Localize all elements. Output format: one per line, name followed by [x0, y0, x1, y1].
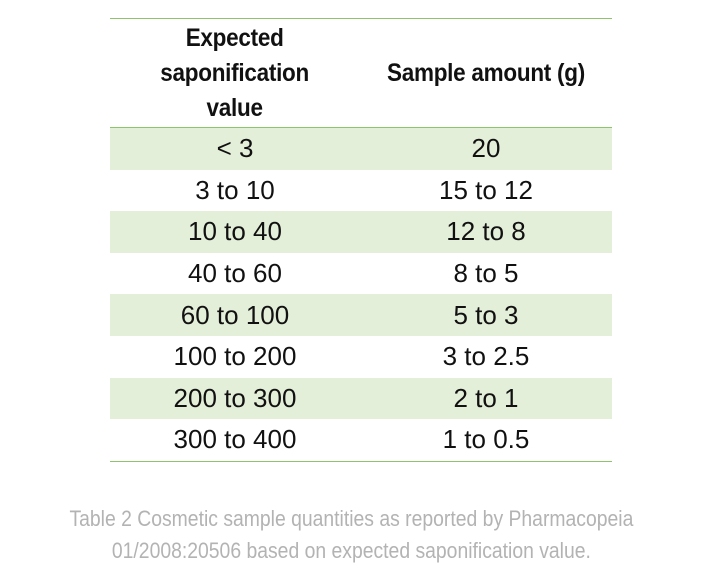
cell-saponification-value: 200 to 300	[110, 377, 360, 420]
cell-sample-amount: 2 to 1	[360, 377, 612, 420]
table-caption: Table 2 Cosmetic sample quantities as re…	[0, 503, 703, 567]
table-row: 200 to 300 2 to 1	[110, 377, 612, 420]
cell-saponification-value: 300 to 400	[173, 424, 297, 455]
table-row: 60 to 100 5 to 3	[110, 294, 612, 336]
saponification-table: Expected saponification value Sample amo…	[110, 18, 612, 462]
cell-saponification-value: 10 to 40	[110, 211, 360, 253]
table-body: < 3 20 3 to 10 15 to 12 10 to 40 12 to 8…	[110, 127, 612, 462]
cell-sample-amount: 20	[360, 127, 612, 170]
table-row: 100 to 200 3 to 2.5	[110, 336, 612, 378]
cell-saponification-value: 100 to 200	[173, 341, 297, 372]
cell-saponification-value: 40 to 60	[188, 258, 282, 289]
table-row: 3 to 10 15 to 12	[110, 170, 612, 212]
header-row: Expected saponification value Sample amo…	[110, 18, 612, 128]
table-caption-text: Table 2 Cosmetic sample quantities as re…	[69, 506, 634, 563]
cell-sample-amount: 8 to 5	[453, 258, 519, 289]
cell-sample-amount: 15 to 12	[439, 174, 533, 205]
header-label: Expected saponification value	[160, 23, 310, 122]
cell-saponification-value: 60 to 100	[110, 294, 360, 336]
cell-sample-amount: 5 to 3	[360, 294, 612, 336]
table-row: 40 to 60 8 to 5	[110, 253, 612, 295]
cell-sample-amount: 12 to 8	[360, 211, 612, 253]
cell-saponification-value: < 3	[110, 127, 360, 170]
saponification-table-container: Expected saponification value Sample amo…	[110, 18, 612, 462]
cell-sample-amount: 3 to 2.5	[442, 341, 530, 372]
header-label: Sample amount (g)	[387, 58, 585, 87]
cell-saponification-value: 3 to 10	[195, 174, 275, 205]
table-row: 10 to 40 12 to 8	[110, 211, 612, 253]
table-row: < 3 20	[110, 127, 612, 170]
header-sample-amount: Sample amount (g)	[360, 19, 612, 128]
table-row: 300 to 400 1 to 0.5	[110, 419, 612, 462]
cell-sample-amount: 1 to 0.5	[442, 424, 530, 455]
table-header: Expected saponification value Sample amo…	[110, 18, 612, 128]
header-expected-saponification-value: Expected saponification value	[110, 19, 360, 128]
